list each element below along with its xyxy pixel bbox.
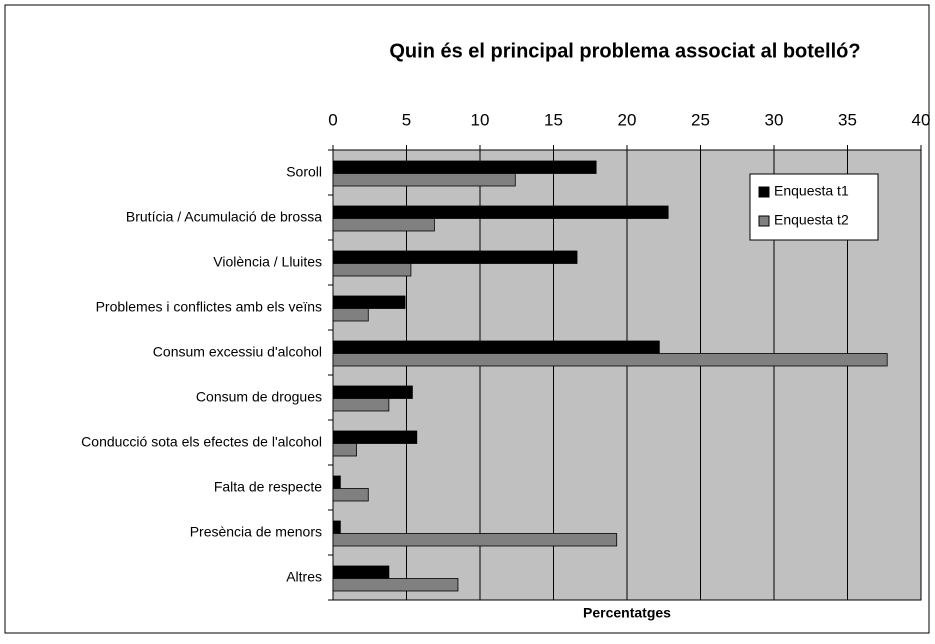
legend xyxy=(749,173,879,241)
bar xyxy=(332,173,516,187)
x-tick-label: 30 xyxy=(765,110,784,129)
bar xyxy=(332,218,435,232)
bar xyxy=(332,398,390,412)
y-tick-label: Consum excessiu d'alcohol xyxy=(153,344,322,360)
bar xyxy=(332,533,618,547)
x-axis-label: Percentatges xyxy=(583,605,671,621)
x-tick-label: 20 xyxy=(618,110,637,129)
bar xyxy=(332,340,660,354)
x-tick-label: 0 xyxy=(328,110,337,129)
bar xyxy=(332,295,406,309)
bar xyxy=(332,263,412,277)
bar xyxy=(332,353,888,367)
legend-swatch xyxy=(758,215,770,227)
bar xyxy=(332,578,459,592)
y-tick-label: Violència / Lluites xyxy=(213,254,322,270)
y-tick-label: Altres xyxy=(286,569,322,585)
bar xyxy=(332,443,357,457)
y-tick-label: Conducció sota els efectes de l'alcohol xyxy=(81,434,322,450)
x-tick-label: 35 xyxy=(838,110,857,129)
chart-title: Quin és el principal problema associat a… xyxy=(389,40,860,62)
legend-swatch xyxy=(758,186,770,198)
bar xyxy=(332,488,369,502)
bar xyxy=(332,160,597,174)
legend-label: Enquesta t2 xyxy=(774,212,849,228)
y-tick-label: Falta de respecte xyxy=(214,479,322,495)
x-tick-label: 5 xyxy=(402,110,411,129)
bar xyxy=(332,475,341,489)
bar xyxy=(332,250,578,264)
y-tick-label: Presència de menors xyxy=(190,524,322,540)
legend-label: Enquesta t1 xyxy=(774,183,849,199)
x-tick-label: 10 xyxy=(471,110,490,129)
bar xyxy=(332,385,413,399)
y-tick-label: Problemes i conflictes amb els veïns xyxy=(96,299,322,315)
x-tick-label: 15 xyxy=(544,110,563,129)
y-tick-label: Consum de drogues xyxy=(196,389,322,405)
x-tick-label: 40 xyxy=(912,110,931,129)
y-tick-label: Soroll xyxy=(286,164,322,180)
bar xyxy=(332,430,418,444)
x-tick-label: 25 xyxy=(691,110,710,129)
bar xyxy=(332,205,669,219)
bar xyxy=(332,520,341,534)
y-tick-label: Brutícia / Acumulació de brossa xyxy=(126,209,322,225)
bar xyxy=(332,565,390,579)
bar xyxy=(332,308,369,322)
